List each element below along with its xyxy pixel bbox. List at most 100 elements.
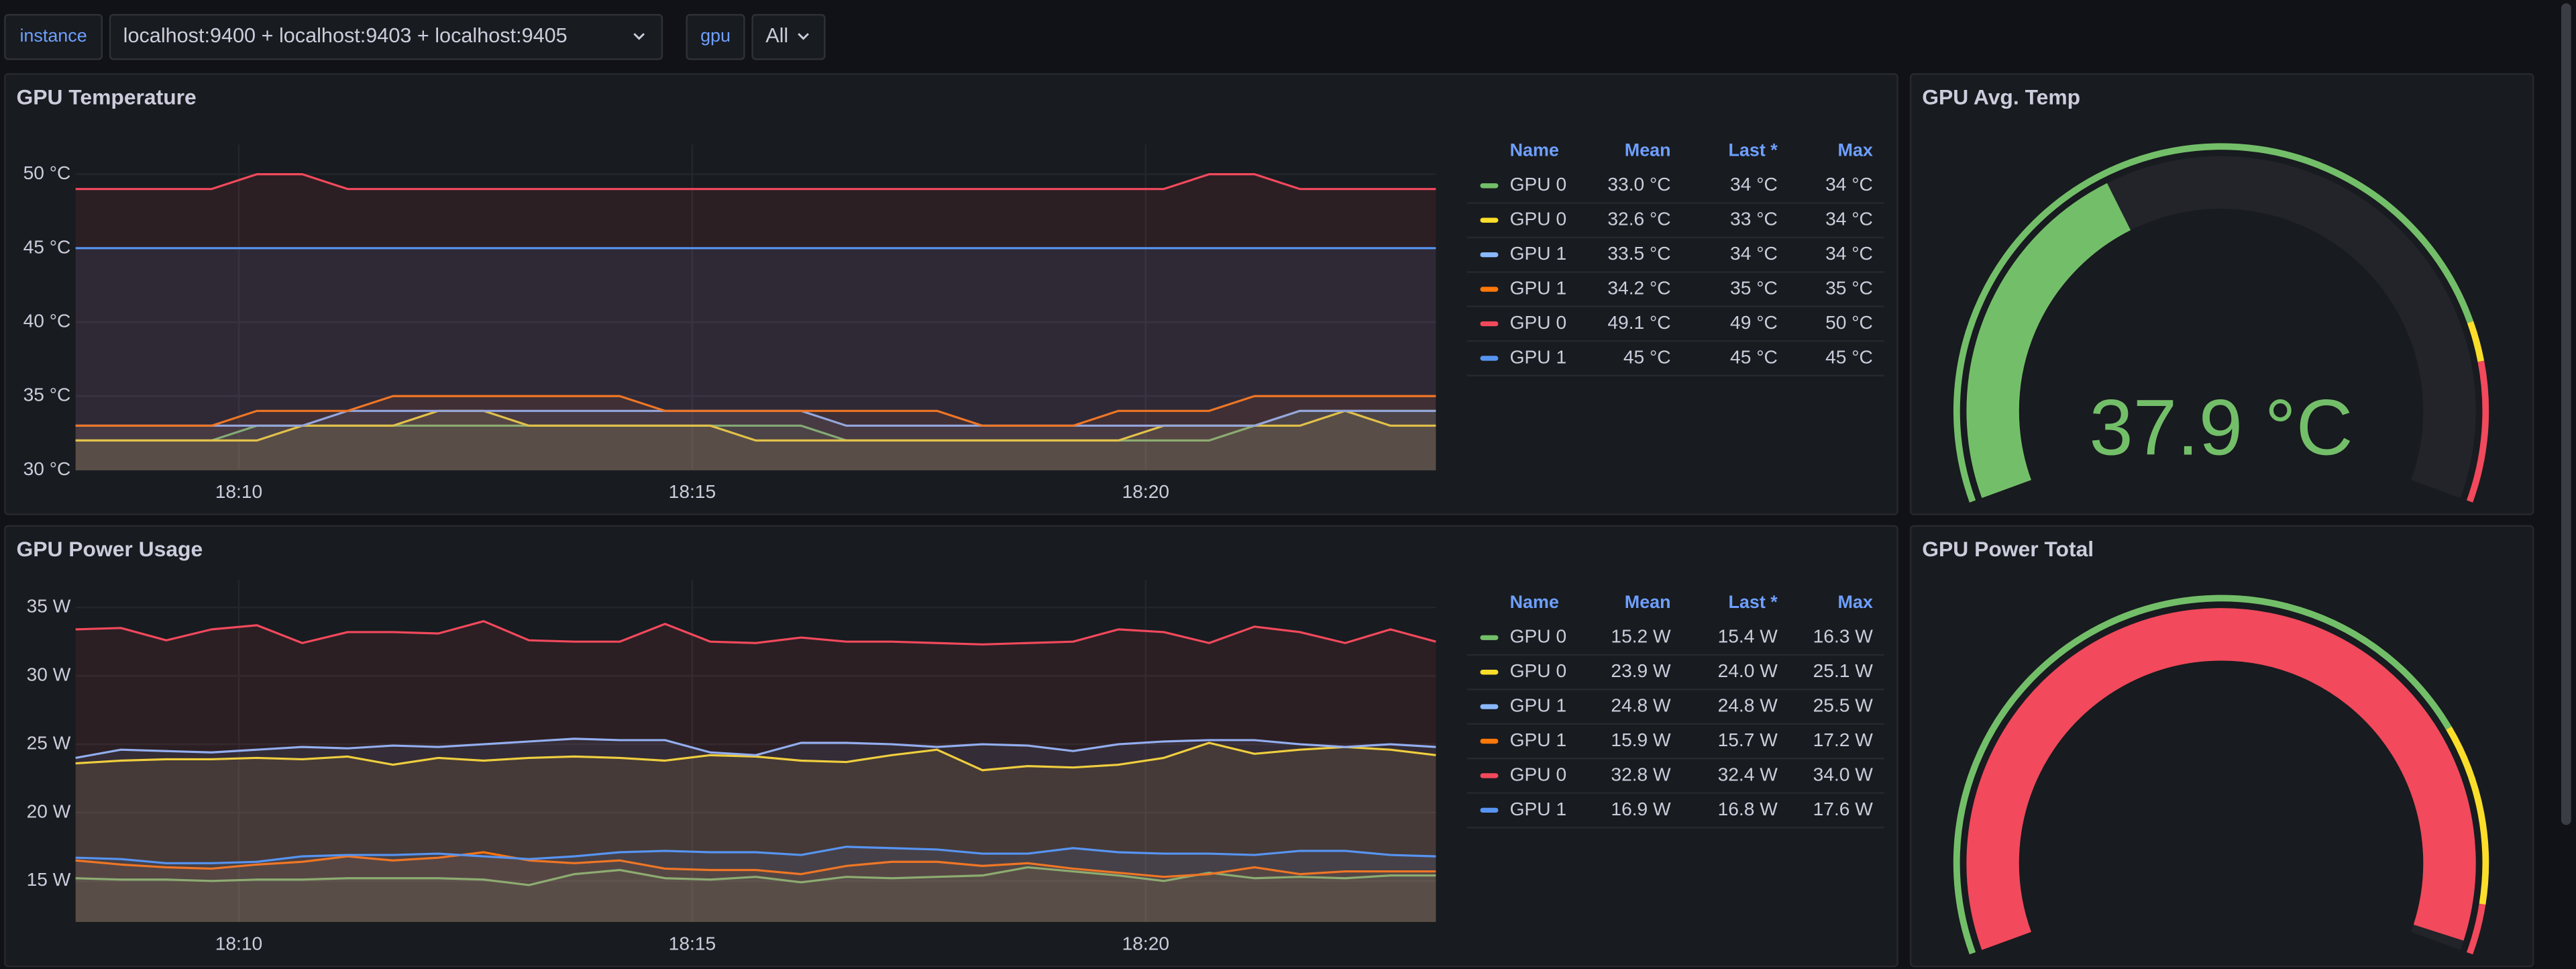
gauge-threshold xyxy=(1953,143,2474,503)
legend-name: GPU 1 xyxy=(1510,346,1567,367)
x-tick-label: 18:10 xyxy=(215,933,262,954)
legend-header: Last * xyxy=(1728,140,1778,160)
series-line xyxy=(75,395,1436,427)
y-tick-label: 20 W xyxy=(27,801,71,821)
y-tick-label: 35 W xyxy=(27,596,71,617)
legend-stat: 35 °C xyxy=(1730,277,1778,298)
legend-stat: 15.7 W xyxy=(1718,729,1778,750)
legend-header: Mean xyxy=(1625,592,1671,612)
gauge-threshold xyxy=(2467,321,2485,362)
gauge-threshold xyxy=(2466,360,2489,503)
variable-value[interactable]: localhost:9400 + localhost:9403 + localh… xyxy=(123,24,568,47)
gauge-threshold xyxy=(1953,595,2452,955)
legend-header: Mean xyxy=(1625,140,1671,160)
series-line xyxy=(75,737,1436,759)
legend-stat: 34 °C xyxy=(1825,243,1873,264)
series-area xyxy=(75,248,1436,470)
series-line xyxy=(75,620,1436,646)
legend-swatch xyxy=(1480,217,1499,223)
x-tick-label: 18:15 xyxy=(669,481,716,502)
variable-dropdown[interactable] xyxy=(751,13,826,60)
legend-name: GPU 1 xyxy=(1510,243,1567,264)
legend-swatch xyxy=(1480,738,1499,744)
legend-stat: 33 °C xyxy=(1730,209,1778,230)
legend-swatch xyxy=(1480,635,1499,640)
x-tick-label: 18:20 xyxy=(1122,481,1169,502)
legend-swatch xyxy=(1480,773,1499,778)
series-area xyxy=(75,852,1436,922)
legend-swatch xyxy=(1480,807,1499,813)
legend-name: GPU 1 xyxy=(1510,799,1567,819)
legend-stat: 35 °C xyxy=(1825,277,1873,298)
series-area xyxy=(75,738,1436,922)
variable-label-box xyxy=(4,13,103,60)
legend-header: Max xyxy=(1837,140,1872,160)
series-line xyxy=(75,866,1436,886)
panel-title: GPU Power Usage xyxy=(16,537,203,561)
variable-label: instance xyxy=(19,26,87,46)
variable-label: gpu xyxy=(700,26,731,46)
gauge-fill xyxy=(1966,608,2476,950)
gauge-threshold xyxy=(2466,903,2486,955)
y-tick-label: 45 °C xyxy=(23,236,71,257)
gauge-value: 37.9 °C xyxy=(2089,384,2353,472)
legend-stat: 34 °C xyxy=(1825,209,1873,230)
legend-name: GPU 0 xyxy=(1510,626,1567,647)
legend-stat: 34.0 W xyxy=(1813,764,1874,784)
series-area xyxy=(75,846,1436,922)
variable-dropdown[interactable] xyxy=(109,13,663,60)
legend-stat: 15.4 W xyxy=(1718,626,1778,647)
legend-name: GPU 1 xyxy=(1510,277,1567,298)
legend-name: GPU 0 xyxy=(1510,209,1567,230)
legend-stat: 17.6 W xyxy=(1813,799,1874,819)
gauge-fill xyxy=(1966,183,2131,499)
series-line xyxy=(75,846,1436,864)
legend-stat: 15.2 W xyxy=(1611,626,1671,647)
legend-stat: 34 °C xyxy=(1825,174,1873,195)
legend-stat: 25.1 W xyxy=(1813,660,1874,681)
legend-stat: 24.0 W xyxy=(1718,660,1778,681)
panel xyxy=(1909,525,2534,968)
variable-value[interactable]: All xyxy=(765,24,788,47)
scrollbar[interactable] xyxy=(2561,3,2571,825)
panel xyxy=(1909,73,2534,515)
legend-name: GPU 1 xyxy=(1510,695,1567,716)
legend-swatch xyxy=(1480,183,1499,189)
legend-stat: 33.5 °C xyxy=(1607,243,1670,264)
legend-stat: 24.8 W xyxy=(1611,695,1671,716)
series-area xyxy=(75,621,1436,922)
legend-name: GPU 0 xyxy=(1510,660,1567,681)
legend-swatch xyxy=(1480,704,1499,709)
panel-title: GPU Power Total xyxy=(1922,537,2094,561)
series-area xyxy=(75,743,1436,922)
legend-stat: 32.6 °C xyxy=(1607,209,1670,230)
chevron xyxy=(798,33,809,40)
y-tick-label: 40 °C xyxy=(23,310,71,331)
legend-swatch xyxy=(1480,252,1499,258)
legend-stat: 50 °C xyxy=(1825,312,1873,333)
legend-stat: 16.9 W xyxy=(1611,799,1671,819)
legend-stat: 45 °C xyxy=(1825,346,1873,367)
legend-stat: 34.2 °C xyxy=(1607,277,1670,298)
chevron xyxy=(633,33,645,40)
legend-stat: 45 °C xyxy=(1623,346,1671,367)
legend-swatch xyxy=(1480,287,1499,292)
x-tick-label: 18:10 xyxy=(215,481,262,502)
legend-stat: 49 °C xyxy=(1730,312,1778,333)
legend-stat: 24.8 W xyxy=(1718,695,1778,716)
series-line xyxy=(75,173,1436,191)
legend-header: Name xyxy=(1510,140,1559,160)
legend-stat: 33.0 °C xyxy=(1607,174,1670,195)
legend-swatch xyxy=(1480,356,1499,361)
legend-name: GPU 0 xyxy=(1510,764,1567,784)
variable-label-box xyxy=(686,13,745,60)
panel xyxy=(4,73,1898,515)
legend-name: GPU 0 xyxy=(1510,174,1567,195)
legend-stat: 45 °C xyxy=(1730,346,1778,367)
legend-stat: 32.4 W xyxy=(1718,764,1778,784)
legend-stat: 32.8 W xyxy=(1611,764,1671,784)
y-tick-label: 25 W xyxy=(27,732,71,753)
panel-title: GPU Temperature xyxy=(16,85,196,109)
